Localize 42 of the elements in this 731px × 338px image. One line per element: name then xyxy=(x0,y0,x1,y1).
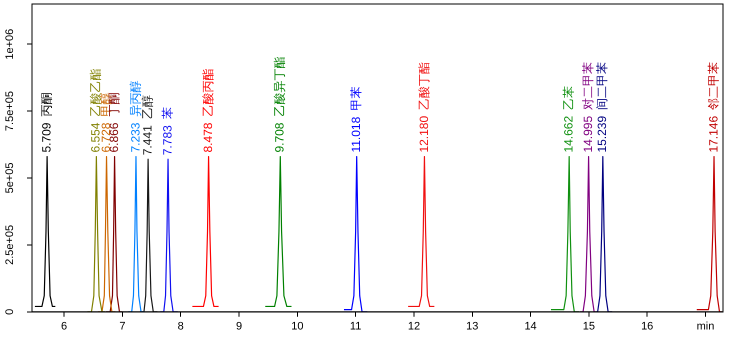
annotation: 7.783 xyxy=(160,124,174,156)
text: 乙酸异丁酯 xyxy=(272,56,287,117)
x-tick-label: 7 xyxy=(119,320,126,332)
annotation: 9.708 xyxy=(272,122,287,153)
x-tick-label: 16 xyxy=(641,320,654,332)
text: 苯 xyxy=(160,107,174,120)
y-tick-label: 1e+06 xyxy=(4,28,16,60)
text: 邻二甲苯 xyxy=(706,62,720,110)
text: 乙酸丙酯 xyxy=(200,68,215,117)
annotation: 7.441 xyxy=(140,124,154,156)
text: 间二甲苯 xyxy=(595,62,610,110)
text: 甲苯 xyxy=(348,86,363,111)
annotation: 6.554 xyxy=(88,122,103,153)
annotation: 8.478 xyxy=(200,122,215,153)
annotation: 14.995 xyxy=(580,116,595,153)
x-tick-label: 10 xyxy=(291,320,304,332)
text: 丙酮 xyxy=(39,92,54,117)
annotation: 5.709 xyxy=(39,122,54,153)
x-tick-label: 15 xyxy=(582,320,596,332)
annotation: 17.146 xyxy=(706,116,720,153)
text: 对二甲苯 xyxy=(580,62,595,110)
text: 乙苯 xyxy=(561,86,576,110)
x-tick-label: 13 xyxy=(466,320,478,332)
text: 乙醇 xyxy=(140,95,154,120)
annotation: 7.233 xyxy=(128,122,142,153)
y-tick-label: 5e+05 xyxy=(4,162,16,194)
annotation: 15.239 xyxy=(595,116,610,153)
x-tick-label: 8 xyxy=(178,320,184,332)
x-tick-label: 14 xyxy=(524,320,537,332)
x-tick-label: 12 xyxy=(408,320,420,332)
x-tick-label: 9 xyxy=(236,320,242,332)
text: 异丙醇 xyxy=(128,80,142,117)
y-tick-label: 7.5e+05 xyxy=(4,91,16,132)
text: 乙酸丁酯 xyxy=(416,62,431,110)
annotation: 14.662 xyxy=(561,116,576,153)
x-tick-label: min xyxy=(696,320,714,332)
annotation: 12.180 xyxy=(416,116,431,153)
y-tick-label: 0 xyxy=(4,308,16,315)
x-tick-label: 6 xyxy=(61,320,68,332)
y-tick-label: 2.5e+05 xyxy=(4,224,16,265)
x-tick-label: 11 xyxy=(350,320,362,332)
annotation: 11.018 xyxy=(348,116,363,153)
